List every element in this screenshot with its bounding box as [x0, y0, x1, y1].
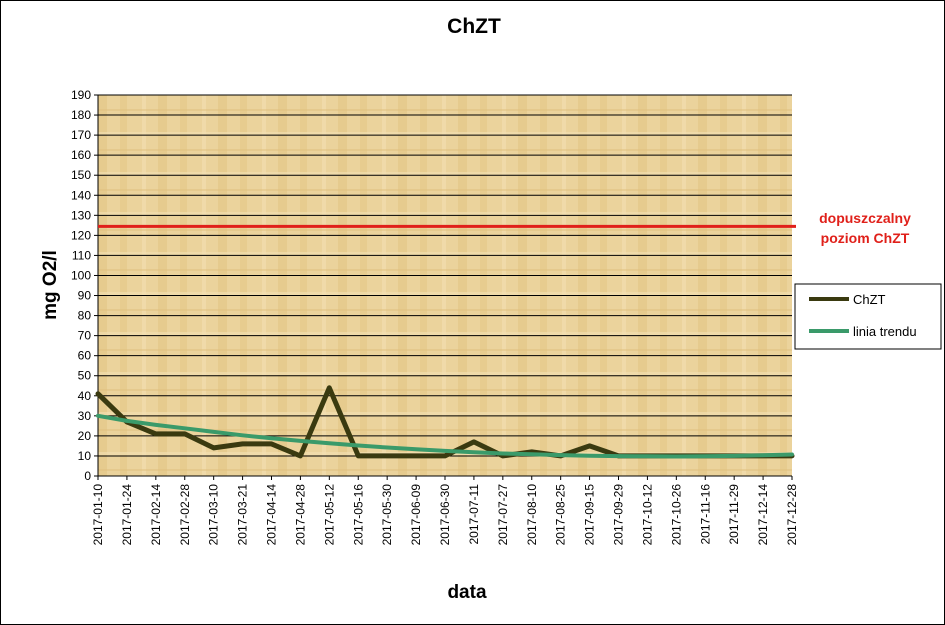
- x-tick-label: 2017-09-29: [612, 484, 626, 546]
- x-axis-title: data: [447, 582, 487, 603]
- y-tick-label: 140: [71, 188, 91, 202]
- x-tick-label: 2017-02-28: [178, 484, 192, 546]
- y-tick-label: 120: [71, 228, 91, 242]
- chart-title: ChZT: [447, 15, 501, 38]
- y-tick-label: 170: [71, 128, 91, 142]
- y-tick-label: 60: [78, 349, 92, 363]
- y-tick-label: 110: [72, 248, 91, 262]
- x-tick-label: 2017-06-09: [409, 484, 423, 546]
- x-tick-label: 2017-10-26: [669, 484, 683, 546]
- x-axis-ticks: 2017-01-10 2017-01-24 2017-02-14 2017-02-28…: [91, 476, 799, 545]
- reference-line-label: dopuszczalny: [819, 210, 911, 226]
- x-tick-label: 2017-05-30: [380, 484, 394, 546]
- y-tick-label: 90: [78, 289, 92, 303]
- y-tick-label: 80: [78, 309, 92, 323]
- reference-line-label: poziom ChZT: [821, 230, 910, 246]
- x-tick-label: 2017-05-12: [322, 484, 336, 546]
- y-tick-label: 10: [78, 449, 92, 463]
- y-tick-label: 130: [71, 208, 91, 222]
- x-tick-label: 2017-03-10: [207, 484, 221, 546]
- series-lines: [95, 385, 795, 459]
- y-tick-label: 70: [78, 329, 92, 343]
- x-tick-label: 2017-05-16: [351, 484, 365, 546]
- y-tick-label: 100: [71, 268, 91, 282]
- x-tick-label: 2017-08-10: [525, 484, 539, 546]
- y-tick-label: 50: [78, 369, 92, 383]
- series-line-trend: [96, 413, 794, 459]
- x-tick-label: 2017-01-24: [120, 484, 134, 546]
- x-tick-label: 2017-06-30: [438, 484, 452, 546]
- x-tick-label: 2017-03-21: [236, 484, 250, 546]
- y-tick-label: 180: [71, 108, 91, 122]
- plot-area: [98, 95, 792, 476]
- x-tick-label: 2017-11-29: [727, 484, 741, 545]
- reference-line-group: dopuszczalny poziom ChZT: [98, 210, 911, 246]
- x-tick-label: 2017-04-28: [293, 484, 307, 546]
- y-tick-label: 30: [78, 409, 92, 423]
- x-tick-label: 2017-01-10: [91, 484, 105, 546]
- x-tick-label: 2017-04-14: [265, 484, 279, 546]
- x-tick-label: 2017-12-14: [756, 484, 770, 546]
- legend-label-trend: linia trendu: [853, 324, 917, 339]
- legend-box: [794, 283, 942, 350]
- y-axis-ticks: 0 10 20 30 40 50 60 70 80 90 100 110 120 130 140 150 160…: [71, 88, 98, 483]
- legend: ChZT linia trendu: [794, 283, 942, 350]
- legend-label-chzt: ChZT: [853, 292, 886, 307]
- x-tick-label: 2017-11-16: [698, 484, 712, 545]
- y-tick-label: 190: [71, 88, 91, 102]
- y-tick-label: 160: [71, 148, 91, 162]
- x-tick-label: 2017-07-27: [496, 484, 510, 546]
- y-tick-label: 150: [71, 168, 91, 182]
- y-axis-title: mg O2/l: [40, 250, 61, 320]
- y-tick-label: 0: [84, 469, 91, 483]
- x-tick-label: 2017-07-11: [467, 484, 481, 545]
- x-tick-label: 2017-08-25: [554, 484, 568, 546]
- x-tick-label: 2017-12-28: [785, 484, 799, 546]
- x-tick-label: 2017-10-12: [640, 484, 654, 546]
- y-tick-label: 20: [78, 429, 92, 443]
- y-tick-label: 40: [78, 389, 92, 403]
- x-tick-label: 2017-02-14: [149, 484, 163, 546]
- x-tick-label: 2017-09-15: [583, 484, 597, 546]
